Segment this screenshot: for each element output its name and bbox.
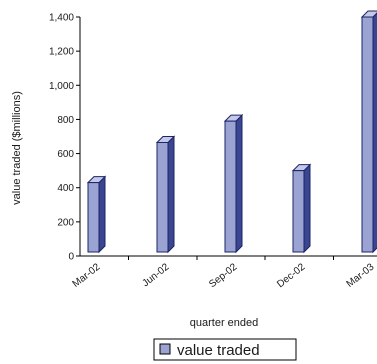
y-tick-label: 600	[57, 149, 74, 160]
x-tick-label: Sep-02	[207, 261, 240, 290]
y-tick-label: 800	[57, 115, 74, 126]
x-tick-label: Mar-03	[345, 261, 377, 289]
y-tick-label: 200	[57, 217, 74, 228]
bar	[292, 170, 305, 253]
bar	[361, 16, 374, 253]
bar-side	[235, 113, 243, 254]
bar-side	[372, 12, 377, 254]
bar	[224, 120, 237, 253]
x-tick-label: Dec-02	[275, 261, 308, 290]
y-tick-label: 1,400	[49, 13, 74, 24]
y-tick-label: 1,200	[49, 47, 74, 58]
bar-side	[98, 175, 106, 254]
legend-box	[153, 338, 297, 361]
bar-side	[303, 163, 311, 254]
x-tick-label: Mar-02	[71, 261, 103, 289]
y-tick-label: 1,000	[49, 81, 74, 92]
y-tick-label: 400	[57, 183, 74, 194]
y-tick-label: 0	[68, 252, 74, 263]
legend-swatch	[159, 343, 171, 355]
legend-label: value traded	[177, 342, 260, 359]
plot-area: 0 200 400 600 800 1,000 1,200 1,400 Mar-02 Jun-02…	[49, 10, 377, 290]
x-tick-label: Jun-02	[140, 261, 171, 289]
y-axis-title: value traded ($millions)	[11, 91, 23, 205]
bar	[87, 182, 100, 253]
bar	[156, 141, 169, 253]
x-axis-title: quarter ended	[190, 317, 259, 329]
bar-side	[167, 135, 175, 254]
legend: value traded	[153, 338, 297, 361]
